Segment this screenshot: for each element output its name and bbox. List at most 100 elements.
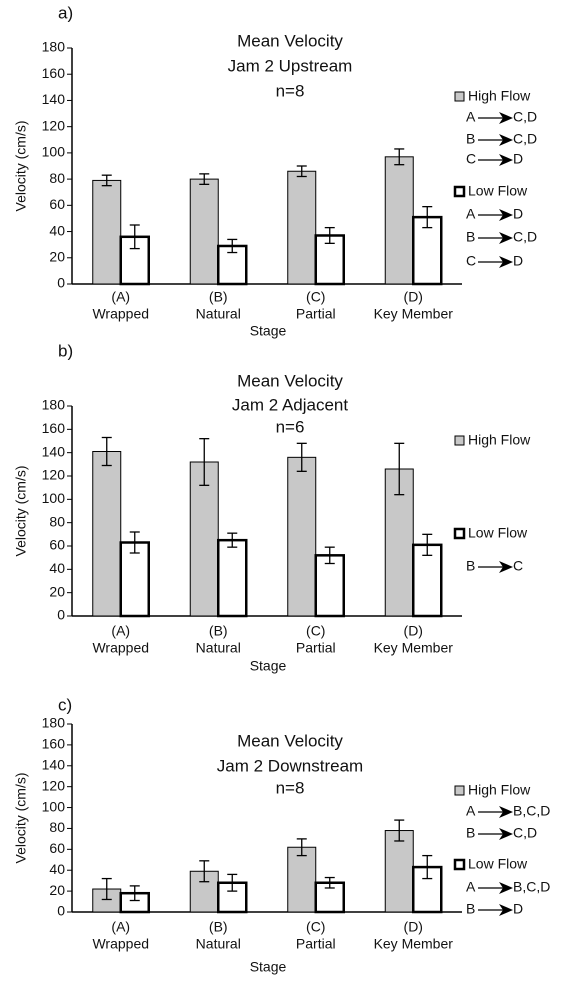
bar	[92, 179, 122, 285]
y-tick-label: 180	[42, 397, 66, 413]
y-tick-label: 40	[49, 560, 65, 576]
annotation-arrowhead	[499, 904, 513, 916]
bar	[314, 881, 345, 914]
x-tick-sublabel: Partial	[296, 306, 336, 322]
annotation-from: A	[466, 109, 476, 125]
y-tick-label: 20	[49, 882, 65, 898]
chart-subtitle: Jam 2 Upstream	[228, 56, 353, 75]
annotation-arrowhead	[499, 561, 513, 573]
annotation-arrowhead	[499, 134, 513, 146]
x-tick-label: (A)	[111, 623, 130, 639]
y-tick-label: 100	[42, 144, 66, 160]
annotation-to: D	[513, 206, 523, 222]
annotation-from: B	[466, 131, 475, 147]
x-tick-label: (D)	[404, 623, 423, 639]
y-tick-label: 60	[49, 537, 65, 553]
legend-swatch	[454, 435, 465, 446]
y-tick-label: 140	[42, 756, 66, 772]
annotation-arrowhead	[499, 232, 513, 244]
y-axis-label: Velocity (cm/s)	[13, 465, 29, 556]
y-tick-label: 120	[42, 777, 66, 793]
bar	[314, 554, 345, 618]
y-tick-label: 160	[42, 736, 66, 752]
annotation-to: B,C,D	[513, 879, 550, 895]
legend-label: High Flow	[468, 432, 531, 448]
panel-label: b)	[58, 341, 73, 360]
y-tick-label: 20	[49, 248, 65, 264]
annotation-from: B	[466, 229, 475, 245]
bar	[384, 830, 414, 913]
annotation-to: C,D	[513, 109, 537, 125]
annotation-from: B	[466, 825, 475, 841]
panel-label: c)	[58, 695, 72, 714]
bar	[287, 456, 317, 617]
x-axis-label: Stage	[250, 959, 287, 975]
x-axis-label: Stage	[250, 323, 287, 339]
annotation-to: C,D	[513, 131, 537, 147]
x-tick-sublabel: Key Member	[374, 306, 454, 322]
legend-label: High Flow	[468, 782, 531, 798]
chart-subtitle: Jam 2 Downstream	[217, 756, 363, 775]
bar	[189, 178, 219, 285]
annotation-to: C	[513, 558, 523, 574]
x-tick-label: (A)	[111, 289, 130, 305]
legend-swatch	[453, 527, 466, 540]
x-tick-sublabel: Natural	[196, 306, 241, 322]
y-tick-label: 40	[49, 861, 65, 877]
panel-label: a)	[58, 3, 73, 22]
y-tick-label: 80	[49, 819, 65, 835]
x-tick-sublabel: Key Member	[374, 936, 454, 952]
y-tick-label: 60	[49, 840, 65, 856]
x-tick-sublabel: Wrapped	[92, 306, 149, 322]
y-tick-label: 100	[42, 798, 66, 814]
chart-title: Mean Velocity	[237, 731, 343, 750]
annotation-from: B	[466, 901, 475, 917]
x-tick-sublabel: Natural	[196, 936, 241, 952]
x-tick-label: (D)	[404, 919, 423, 935]
y-tick-label: 60	[49, 196, 65, 212]
annotation-from: C	[466, 253, 476, 269]
y-tick-label: 0	[57, 275, 65, 291]
annotation-from: C	[466, 151, 476, 167]
bar	[287, 846, 317, 913]
chart-note: n=8	[276, 81, 305, 100]
legend-swatch	[454, 785, 465, 796]
y-axis-label: Velocity (cm/s)	[13, 772, 29, 863]
bar	[92, 451, 122, 617]
y-tick-label: 40	[49, 222, 65, 238]
y-tick-label: 80	[49, 513, 65, 529]
annotation-to: D	[513, 901, 523, 917]
y-tick-label: 0	[57, 903, 65, 919]
legend-swatch	[453, 185, 466, 198]
y-tick-label: 100	[42, 490, 66, 506]
bar	[412, 215, 443, 286]
x-tick-sublabel: Wrapped	[92, 936, 149, 952]
y-tick-label: 160	[42, 420, 66, 436]
legend-swatch	[453, 858, 466, 871]
x-tick-sublabel: Partial	[296, 936, 336, 952]
y-tick-label: 180	[42, 39, 66, 55]
annotation-arrowhead	[499, 828, 513, 840]
y-tick-label: 120	[42, 117, 66, 133]
x-tick-label: (C)	[306, 919, 325, 935]
y-tick-label: 20	[49, 583, 65, 599]
annotation-to: C,D	[513, 229, 537, 245]
legend-label: Low Flow	[468, 856, 528, 872]
legend-label: High Flow	[468, 88, 531, 104]
chart-title: Mean Velocity	[237, 31, 343, 50]
y-tick-label: 180	[42, 715, 66, 731]
annotation-from: B	[466, 558, 475, 574]
chart-subtitle: Jam 2 Adjacent	[232, 395, 349, 414]
x-tick-label: (B)	[209, 623, 228, 639]
x-tick-sublabel: Natural	[196, 640, 241, 656]
chart-title: Mean Velocity	[237, 371, 343, 390]
bar	[217, 538, 248, 618]
y-tick-label: 140	[42, 443, 66, 459]
x-tick-sublabel: Partial	[296, 640, 336, 656]
x-tick-sublabel: Key Member	[374, 640, 454, 656]
bar	[189, 461, 219, 617]
bar	[384, 156, 414, 285]
annotation-arrowhead	[499, 882, 513, 894]
y-tick-label: 160	[42, 65, 66, 81]
